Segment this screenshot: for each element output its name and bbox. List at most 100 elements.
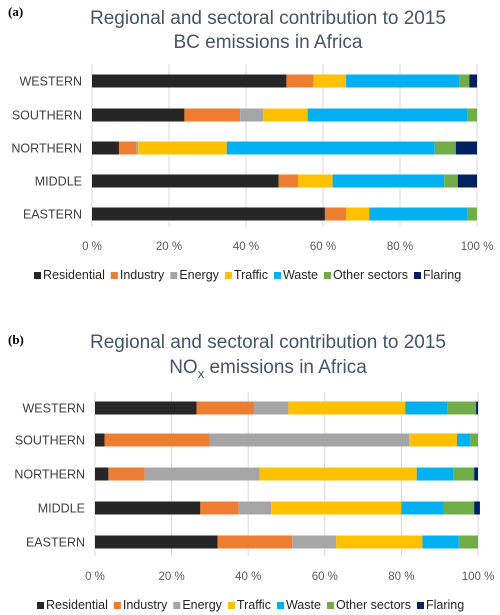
bar-segment-waste <box>416 467 454 481</box>
legend-swatch <box>416 602 424 609</box>
chart-panel-a: (a) Regional and sectoral contribution t… <box>0 0 500 300</box>
bar-segment-traffic <box>138 141 227 155</box>
category-label: WESTERN <box>20 75 83 89</box>
x-tick-label: 80 % <box>388 571 414 583</box>
x-tick-label: 0 % <box>85 571 105 583</box>
chart-title-line-2: BC emissions in Africa <box>173 32 362 53</box>
legend-label: Traffic <box>234 268 268 282</box>
legend-label: Energy <box>179 268 219 282</box>
bar-segment-waste <box>332 174 445 188</box>
bc-emissions-chart: (a) Regional and sectoral contribution t… <box>8 4 494 282</box>
bar-segment-traffic <box>259 467 417 481</box>
bar-segment-industry <box>108 467 145 481</box>
panel-label: (b) <box>8 332 24 347</box>
bar-segment-traffic <box>288 401 406 415</box>
bar-segment-waste <box>401 501 444 515</box>
bar-segment-residential <box>92 174 279 188</box>
legend-label: Other sectors <box>333 268 408 282</box>
bar-segment-waste <box>307 108 468 122</box>
bar-segment-energy <box>209 433 410 447</box>
bar-segment-other-sectors <box>447 401 477 415</box>
bar-segment-traffic <box>263 108 308 122</box>
bar-segment-industry <box>184 108 241 122</box>
bar-segment-waste <box>422 535 459 549</box>
legend-swatch <box>273 272 281 279</box>
legend-swatch <box>276 602 284 609</box>
bar-segment-traffic <box>409 433 457 447</box>
bar-segment-other-sectors <box>458 535 478 549</box>
bar-segment-industry <box>118 141 137 155</box>
x-tick-label: 60 % <box>312 571 338 583</box>
bar-segment-waste <box>405 401 448 415</box>
bar-segment-other-sectors <box>459 74 470 88</box>
bar-segment-flaring <box>469 74 477 88</box>
bar-segment-other-sectors <box>443 501 475 515</box>
bar-segment-traffic <box>336 535 423 549</box>
legend-label: Industry <box>123 598 168 612</box>
bar-segment-flaring <box>455 141 477 155</box>
legend-swatch <box>110 272 118 279</box>
bar-segment-energy <box>136 141 139 155</box>
panel-label: (a) <box>8 4 23 19</box>
bar-segment-waste <box>369 207 468 221</box>
bar-segment-industry <box>278 174 298 188</box>
legend-label: Waste <box>286 598 321 612</box>
legend-swatch <box>34 272 41 279</box>
bar-segment-residential <box>95 433 105 447</box>
legend-label: Other sectors <box>336 598 411 612</box>
bar-segment-other-sectors <box>434 141 456 155</box>
legend-label: Residential <box>43 268 105 282</box>
bar-segment-flaring <box>457 174 477 188</box>
bar-segment-industry <box>286 74 314 88</box>
bar-segment-energy <box>253 401 289 415</box>
legend-label: Traffic <box>237 598 271 612</box>
category-label: SOUTHERN <box>15 434 85 448</box>
category-label: EASTERN <box>23 208 82 222</box>
legend-label: Residential <box>46 598 108 612</box>
title-sub-x: x <box>198 366 205 381</box>
bar-segment-other-sectors <box>444 174 458 188</box>
title-no: NO <box>169 357 198 378</box>
x-tick-label: 0 % <box>82 241 102 253</box>
chart-title-line-1: Regional and sectoral contribution to 20… <box>90 332 446 353</box>
bar-segment-other-sectors <box>470 433 478 447</box>
bar-segment-residential <box>92 141 119 155</box>
chart-title-line-2: NOx emissions in Africa <box>169 357 367 381</box>
legend-swatch <box>173 602 181 609</box>
bar-segment-flaring <box>474 467 478 481</box>
bar-segment-flaring <box>476 401 478 415</box>
bar-segment-waste <box>456 433 471 447</box>
bar-segment-energy <box>144 467 260 481</box>
bar-segment-waste <box>346 74 460 88</box>
x-tick-label: 20 % <box>158 571 184 583</box>
category-label: MIDDLE <box>38 502 85 516</box>
legend-swatch <box>227 602 235 609</box>
x-tick-label: 40 % <box>235 571 261 583</box>
x-tick-label: 100 % <box>461 241 494 253</box>
bar-segment-residential <box>95 535 218 549</box>
legend-label: Energy <box>182 598 222 612</box>
bar-segment-industry <box>217 535 293 549</box>
category-label: NORTHERN <box>14 468 85 482</box>
legend-swatch <box>224 272 232 279</box>
bar-segment-other-sectors <box>453 467 475 481</box>
bar-segment-waste <box>226 141 435 155</box>
bar-segment-energy <box>292 535 337 549</box>
bar-segment-industry <box>200 501 239 515</box>
bar-segment-energy <box>238 501 272 515</box>
bar-segment-other-sectors <box>467 207 477 221</box>
legend-swatch <box>326 602 334 609</box>
bar-segment-traffic <box>297 174 333 188</box>
chart-title-line-1: Regional and sectoral contribution to 20… <box>90 8 446 29</box>
bar-segment-industry <box>104 433 210 447</box>
bar-segment-residential <box>95 467 109 481</box>
bar-segment-residential <box>92 74 287 88</box>
bar-segment-traffic <box>346 207 370 221</box>
legend-label: Industry <box>120 268 165 282</box>
bar-segment-residential <box>95 501 201 515</box>
bar-segment-energy <box>240 108 264 122</box>
legend-swatch <box>113 602 121 609</box>
bar-segment-flaring <box>474 501 480 515</box>
bar-segment-residential <box>92 108 185 122</box>
bar-segment-residential <box>92 207 325 221</box>
